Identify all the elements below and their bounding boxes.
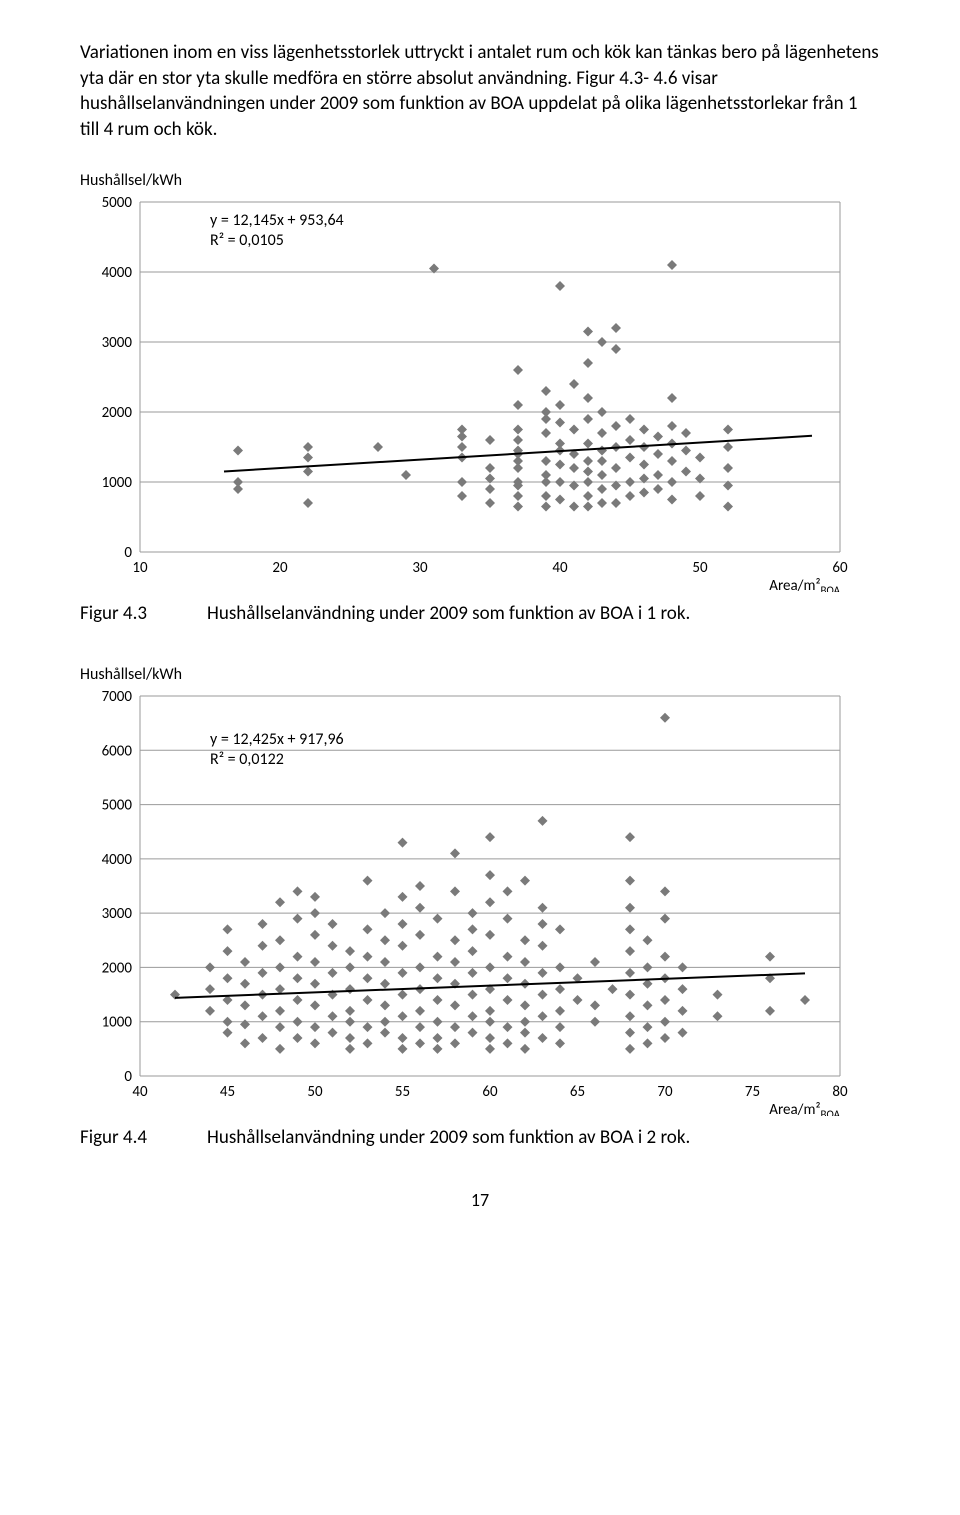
chart1-svg: 0 1000 2000 3000 4000 5000 10 20 30 40 50 60Area/m²… [80, 192, 860, 592]
svg-text:R² = 0,0122: R² = 0,0122 [210, 750, 284, 769]
svg-text:80: 80 [832, 1083, 848, 1101]
svg-text:45: 45 [220, 1083, 235, 1101]
intro-paragraph: Variationen inom en viss lägenhetsstorle… [80, 40, 880, 143]
svg-text:50: 50 [692, 559, 708, 577]
svg-text:60: 60 [482, 1083, 498, 1101]
svg-text:0: 0 [124, 544, 132, 562]
svg-text:60: 60 [832, 559, 848, 577]
svg-text:40: 40 [552, 559, 568, 577]
svg-text:4000: 4000 [102, 850, 133, 868]
figure-2-label: Figur 4.4 [80, 1126, 147, 1149]
svg-text:50: 50 [307, 1083, 323, 1101]
svg-text:R² = 0,0105: R² = 0,0105 [210, 231, 284, 250]
svg-text:2000: 2000 [102, 404, 133, 422]
svg-text:5000: 5000 [102, 194, 133, 212]
figure-1-label: Figur 4.3 [80, 602, 147, 625]
chart1-ylabel: Hushållsel/kWh [80, 171, 880, 190]
svg-text:0: 0 [124, 1068, 132, 1086]
svg-text:1000: 1000 [102, 1013, 133, 1031]
svg-text:20: 20 [272, 559, 288, 577]
chart2-svg: 0 1000 2000 3000 4000 5000 6000 7000 40 45 50 55 60 6… [80, 686, 860, 1116]
svg-text:70: 70 [657, 1083, 673, 1101]
svg-text:Area/m²BOA: Area/m²BOA [769, 1101, 840, 1116]
svg-text:2000: 2000 [102, 959, 133, 977]
svg-text:7000: 7000 [102, 688, 133, 706]
page-container: Variationen inom en viss lägenhetsstorle… [0, 0, 960, 1251]
svg-text:4000: 4000 [102, 264, 133, 282]
svg-text:75: 75 [745, 1083, 760, 1101]
svg-text:y = 12,425x + 917,96: y = 12,425x + 917,96 [210, 730, 344, 749]
svg-text:55: 55 [395, 1083, 410, 1101]
svg-text:5000: 5000 [102, 796, 133, 814]
svg-text:y = 12,145x + 953,64: y = 12,145x + 953,64 [210, 211, 344, 230]
chart-1: Hushållsel/kWh 0 1000 2000 3000 4000 5000 10 20… [80, 171, 880, 592]
svg-text:40: 40 [132, 1083, 148, 1101]
svg-text:10: 10 [132, 559, 148, 577]
svg-text:1000: 1000 [102, 474, 133, 492]
svg-text:30: 30 [412, 559, 428, 577]
figure-2-caption: Hushållselanvändning under 2009 som funk… [207, 1126, 690, 1149]
svg-text:6000: 6000 [102, 742, 133, 760]
figure-1-caption: Hushållselanvändning under 2009 som funk… [207, 602, 690, 625]
chart2-ylabel: Hushållsel/kWh [80, 665, 880, 684]
svg-text:65: 65 [570, 1083, 585, 1101]
svg-text:Area/m²BOA: Area/m²BOA [769, 577, 840, 592]
figure-2-row: Figur 4.4 Hushållselanvändning under 200… [80, 1126, 880, 1149]
svg-text:3000: 3000 [102, 334, 133, 352]
figure-1-row: Figur 4.3 Hushållselanvändning under 200… [80, 602, 880, 625]
svg-text:3000: 3000 [102, 905, 133, 923]
page-number: 17 [80, 1189, 880, 1211]
chart-2: Hushållsel/kWh 0 1000 2000 3000 4000 5000 6000… [80, 665, 880, 1116]
